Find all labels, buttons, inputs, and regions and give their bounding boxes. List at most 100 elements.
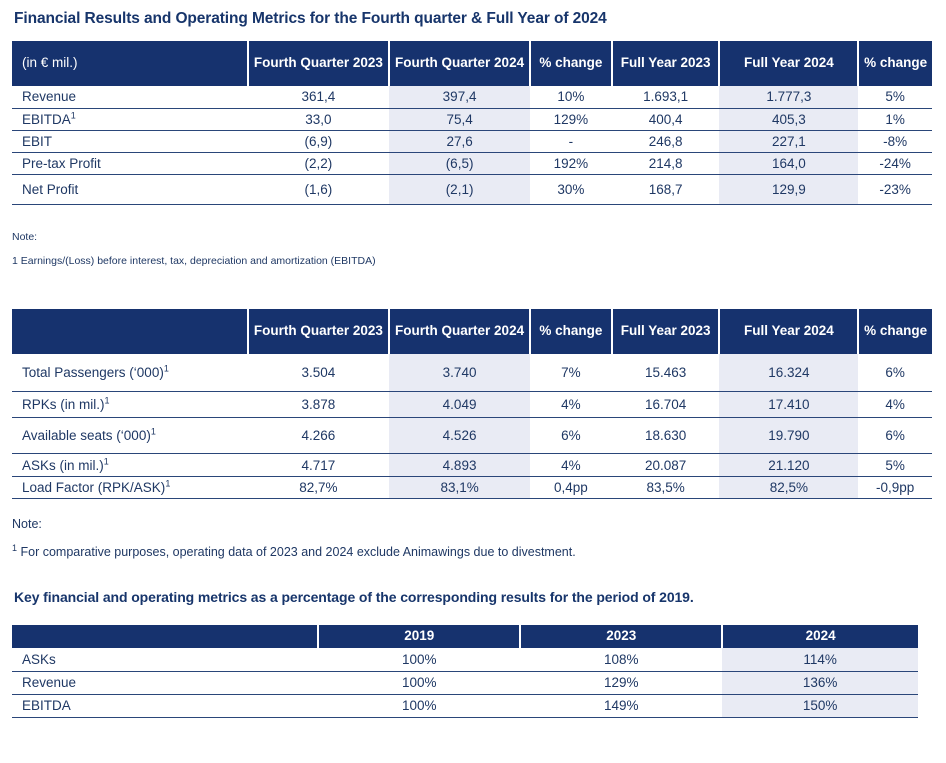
footnote-superscript: 1 xyxy=(104,395,110,406)
data-cell: 83,5% xyxy=(611,476,720,499)
data-cell: 129% xyxy=(529,108,612,131)
data-cell: 4.893 xyxy=(389,453,530,477)
data-cell: (2,2) xyxy=(247,152,390,175)
data-cell: 1.777,3 xyxy=(719,86,859,109)
data-cell: 4% xyxy=(529,391,612,418)
row-label: Available seats (‘000)1 xyxy=(12,417,248,454)
data-cell: 16.704 xyxy=(611,391,720,418)
data-cell: -0,9pp xyxy=(858,476,932,499)
data-cell: 150% xyxy=(722,694,918,718)
data-cell: (1,6) xyxy=(247,174,390,205)
data-cell: 227,1 xyxy=(719,130,859,153)
column-header: Full Year 2024 xyxy=(718,41,859,86)
column-header: Full Year 2024 xyxy=(718,308,859,354)
data-cell: 7% xyxy=(529,353,612,392)
data-cell: 82,5% xyxy=(719,476,859,499)
column-header: 2019 xyxy=(317,625,521,648)
data-cell: 3.504 xyxy=(247,353,390,392)
data-cell: 15.463 xyxy=(611,353,720,392)
data-cell: 4.049 xyxy=(389,391,530,418)
column-header: Fourth Quarter 2023 xyxy=(246,41,390,86)
footnote-superscript: 1 xyxy=(163,363,169,374)
note-text: 1 For comparative purposes, operating da… xyxy=(12,542,932,559)
data-cell: 129% xyxy=(520,671,723,695)
column-header: Fourth Quarter 2024 xyxy=(388,41,530,86)
column-header: (in € mil.) xyxy=(12,41,248,86)
data-cell: 405,3 xyxy=(719,108,859,131)
data-cell: 3.878 xyxy=(247,391,390,418)
financial-results-table: (in € mil.) Fourth Quarter 2023 Fourth Qua… xyxy=(12,41,932,205)
table-row: ASKs (in mil.)1 4.717 4.893 4% 20.087 21.120 5… xyxy=(12,453,932,477)
percentage-of-2019-table: 2019 2023 2024 ASKs 100% 108% 114% Revenue 100% 1… xyxy=(12,625,918,718)
data-cell: 6% xyxy=(858,353,932,392)
data-cell: 4.717 xyxy=(247,453,390,477)
data-cell: 100% xyxy=(318,648,521,672)
column-header: % change xyxy=(857,308,932,354)
data-cell: 361,4 xyxy=(247,86,390,109)
data-cell: 17.410 xyxy=(719,391,859,418)
note-superscript: 1 xyxy=(12,542,18,553)
row-label: ASKs (in mil.)1 xyxy=(12,453,248,477)
data-cell: 0,4pp xyxy=(529,476,612,499)
data-cell: 149% xyxy=(520,694,723,718)
data-cell: 6% xyxy=(529,417,612,454)
report-page: Financial Results and Operating Metrics … xyxy=(12,10,932,718)
data-cell: 4% xyxy=(529,453,612,477)
data-cell: 400,4 xyxy=(611,108,720,131)
data-cell: (2,1) xyxy=(389,174,530,205)
data-cell: (6,9) xyxy=(247,130,390,153)
table-row: EBIT (6,9) 27,6-246,8 227,1 -8% xyxy=(12,130,932,153)
data-cell: 3.740 xyxy=(389,353,530,392)
row-label: RPKs (in mil.)1 xyxy=(12,391,248,418)
note-text: 1 Earnings/(Loss) before interest, tax, … xyxy=(12,254,376,267)
footnote-superscript: 1 xyxy=(150,426,156,437)
footnote-superscript: 1 xyxy=(70,110,76,120)
column-header xyxy=(12,308,248,354)
data-cell: 30% xyxy=(529,174,612,205)
data-cell: 27,6 xyxy=(389,130,530,153)
data-cell: 164,0 xyxy=(719,152,859,175)
data-cell: 136% xyxy=(722,671,918,695)
column-header: 2023 xyxy=(519,625,723,648)
note-label: Note: xyxy=(12,230,38,243)
data-cell: 114% xyxy=(722,648,918,672)
data-cell: - xyxy=(529,130,612,153)
section-subtitle: Key financial and operating metrics as a… xyxy=(14,589,694,605)
data-cell: 1.693,1 xyxy=(611,86,720,109)
data-cell: 6% xyxy=(858,417,932,454)
note-text-body: For comparative purposes, operating data… xyxy=(17,545,576,559)
data-cell: 33,0 xyxy=(247,108,390,131)
data-cell: 5% xyxy=(858,453,932,477)
data-cell: 18.630 xyxy=(611,417,720,454)
data-cell: 214,8 xyxy=(611,152,720,175)
table-row: EBITDA 100% 149% 150% xyxy=(12,694,918,718)
table-row: Total Passengers (‘000)1 3.504 3.740 7% 15.4… xyxy=(12,353,932,392)
data-cell: 20.087 xyxy=(611,453,720,477)
data-cell: 83,1% xyxy=(389,476,530,499)
row-label: Pre-tax Profit xyxy=(12,152,248,175)
data-cell: 4% xyxy=(858,391,932,418)
data-cell: 5% xyxy=(858,86,932,109)
data-cell: 100% xyxy=(318,671,521,695)
column-header: Full Year 2023 xyxy=(610,308,720,354)
table-row: RPKs (in mil.)1 3.878 4.049 4% 16.704 17.410 4… xyxy=(12,391,932,418)
data-cell: 168,7 xyxy=(611,174,720,205)
footnote-superscript: 1 xyxy=(165,478,171,489)
table-row: ASKs 100% 108% 114% xyxy=(12,648,918,672)
data-cell: -8% xyxy=(858,130,932,153)
row-label: Net Profit xyxy=(12,174,248,205)
column-header: Fourth Quarter 2024 xyxy=(388,308,530,354)
table-row: Revenue 361,4 397,4 10% 1.693,1 1.777,3 5% xyxy=(12,86,932,109)
row-label: EBITDA1 xyxy=(12,108,248,131)
column-header: % change xyxy=(528,41,612,86)
data-cell: 19.790 xyxy=(719,417,859,454)
row-label: EBITDA xyxy=(12,694,319,718)
row-label: EBIT xyxy=(12,130,248,153)
data-cell: 1% xyxy=(858,108,932,131)
column-header: % change xyxy=(857,41,932,86)
data-cell: (6,5) xyxy=(389,152,530,175)
footnote-superscript: 1 xyxy=(103,456,109,466)
data-cell: 129,9 xyxy=(719,174,859,205)
header-row: (in € mil.) Fourth Quarter 2023 Fourth Qua… xyxy=(12,41,932,86)
data-cell: 75,4 xyxy=(389,108,530,131)
